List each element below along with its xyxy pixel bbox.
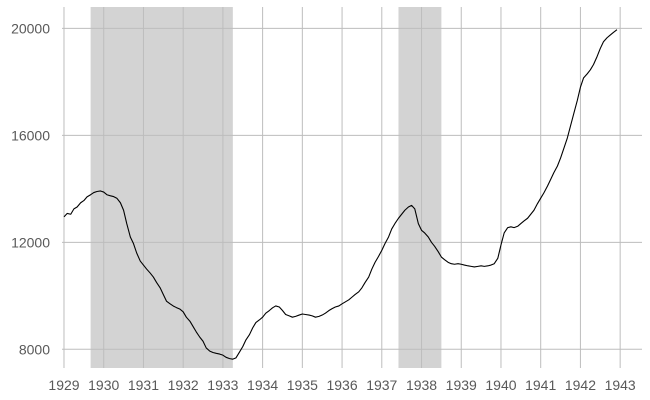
- y-tick-label-20000: 20000: [11, 20, 50, 36]
- y-tick-label-12000: 12000: [11, 234, 50, 250]
- recession-shading-layer: [90, 7, 442, 368]
- x-tick-label-1932: 1932: [168, 377, 199, 393]
- y-tick-label-8000: 8000: [19, 341, 50, 357]
- x-tick-label-1942: 1942: [565, 377, 596, 393]
- x-tick-label-1937: 1937: [366, 377, 397, 393]
- x-tick-label-1940: 1940: [485, 377, 516, 393]
- x-tick-label-1941: 1941: [525, 377, 556, 393]
- series-line-1: [63, 29, 618, 360]
- x-tick-label-1929: 1929: [48, 377, 79, 393]
- y-tick-label-16000: 16000: [11, 127, 50, 143]
- grid-layer: [62, 7, 642, 368]
- shaded-period-1: [90, 7, 233, 368]
- series-layer: [63, 29, 618, 360]
- shaded-period-2: [398, 7, 442, 368]
- x-axis-tick-labels: 1929 1930 1931 1932 1933 1934 1935 1936 1937 1938…: [48, 377, 636, 393]
- x-tick-label-1939: 1939: [446, 377, 477, 393]
- x-tick-label-1934: 1934: [247, 377, 278, 393]
- x-tick-label-1936: 1936: [326, 377, 357, 393]
- x-tick-label-1938: 1938: [406, 377, 437, 393]
- x-tick-label-1933: 1933: [207, 377, 238, 393]
- x-tick-label-1935: 1935: [287, 377, 318, 393]
- y-axis-tick-labels: 8000 12000 16000 20000: [11, 20, 50, 357]
- x-tick-label-1931: 1931: [128, 377, 159, 393]
- x-tick-label-1943: 1943: [605, 377, 636, 393]
- x-tick-label-1930: 1930: [88, 377, 119, 393]
